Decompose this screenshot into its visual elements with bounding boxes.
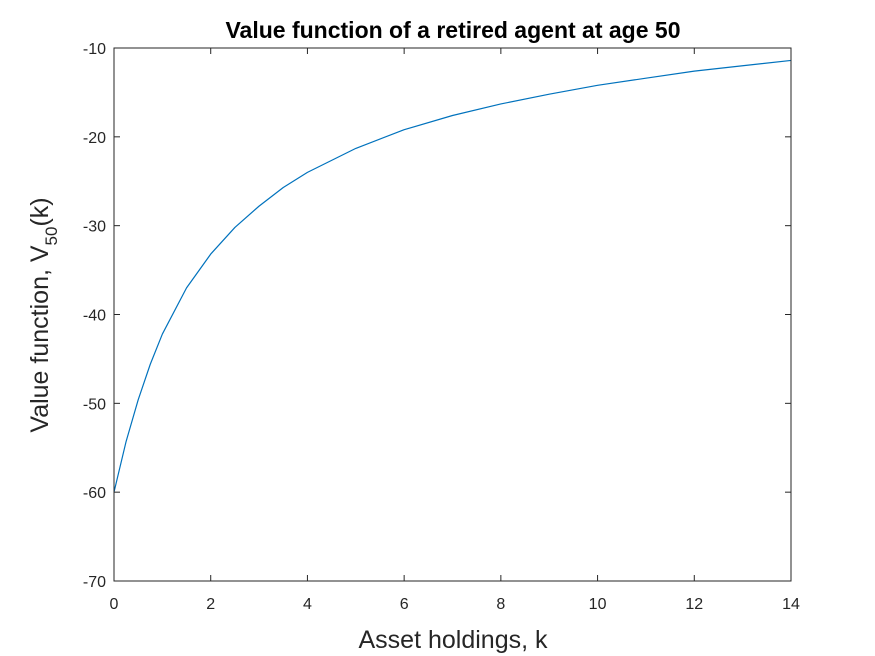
y-tick-label: -50 [83,396,106,413]
x-tick-label: 6 [400,596,409,613]
x-tick-label: 0 [110,596,119,613]
x-tick-label: 14 [782,596,800,613]
plot-area [114,48,791,581]
y-tick-label: -70 [83,574,106,591]
x-tick-label: 12 [685,596,703,613]
y-axis-label-subscript: 50 [42,227,61,246]
x-tick-label: 10 [589,596,607,613]
x-tick-marks [113,48,792,581]
y-axis-label-suffix: (k) [26,197,54,226]
x-tick-label: 4 [303,596,312,613]
x-tick-labels: 0 2 4 6 8 10 12 14 [110,596,800,613]
y-tick-label: -20 [83,130,106,147]
x-tick-label: 2 [206,596,215,613]
y-tick-label: -40 [83,308,106,325]
y-axis-label-main: Value function, V [26,245,54,432]
series-line [113,59,792,493]
chart-title: Value function of a retired agent at age… [225,17,680,43]
y-axis-label: Value function, V50(k) [26,197,61,432]
x-tick-label: 8 [496,596,505,613]
x-axis-label: Asset holdings, k [359,626,548,654]
y-tick-label: -60 [83,485,106,502]
y-tick-labels: -70 -60 -50 -40 -30 -20 -10 [83,41,106,591]
y-tick-marks [114,47,791,582]
y-tick-label: -30 [83,219,106,236]
y-tick-label: -10 [83,41,106,58]
series-layer [113,59,792,493]
